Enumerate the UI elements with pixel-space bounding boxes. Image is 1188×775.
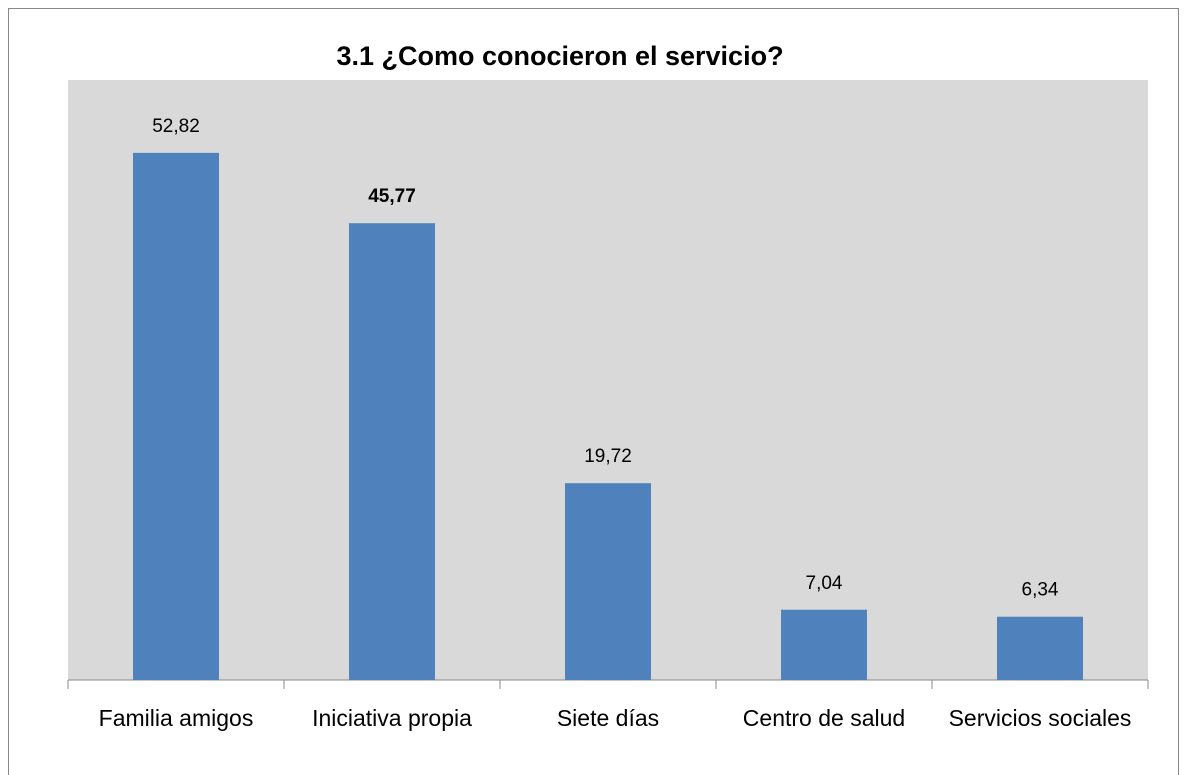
bar [997,616,1083,680]
bar [565,483,651,680]
value-label: 19,72 [584,446,632,467]
value-label: 7,04 [806,573,843,594]
value-label: 52,82 [152,116,200,137]
x-tick-label: Iniciativa propia [312,705,472,731]
x-tick-label: Centro de salud [743,705,905,731]
bar [133,152,219,681]
x-tick-label: Servicios sociales [949,705,1132,731]
bar [349,223,435,680]
bar [781,609,867,680]
value-label: 6,34 [1022,580,1059,601]
x-tick-label: Siete días [557,705,659,731]
chart-title: 3.1 ¿Como conocieron el servicio? [336,41,783,71]
x-tick-label: Familia amigos [99,705,254,731]
value-label: 45,77 [368,186,416,207]
